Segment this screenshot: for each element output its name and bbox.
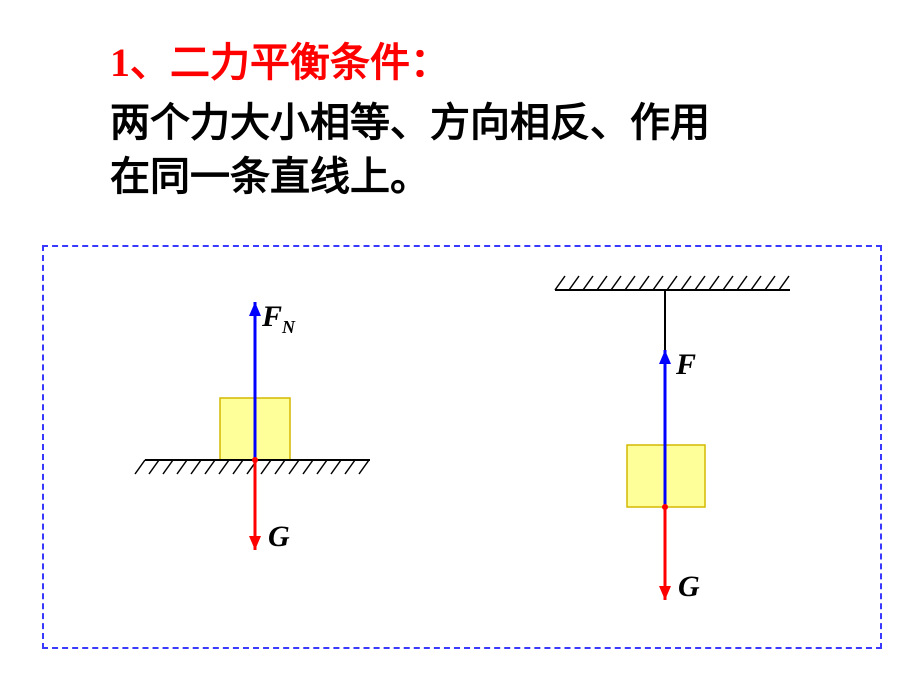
right-down-label: G bbox=[678, 570, 700, 608]
left-down-label: G bbox=[268, 520, 290, 558]
right-up-label: F bbox=[676, 348, 696, 386]
diagram-svg bbox=[0, 0, 920, 690]
slide: 1、二力平衡条件： 两个力大小相等、方向相反、作用 在同一条直线上。 FN G … bbox=[0, 0, 920, 690]
left-up-label: FN bbox=[262, 300, 295, 338]
